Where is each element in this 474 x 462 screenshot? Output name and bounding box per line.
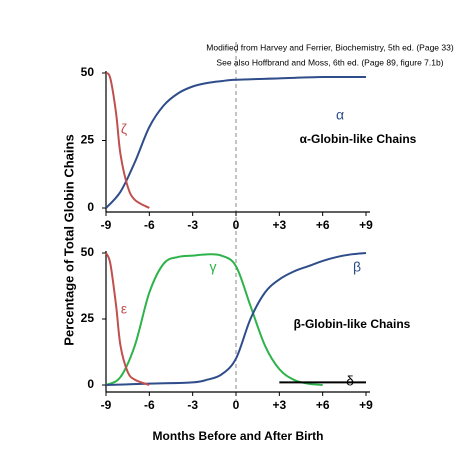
line-series [105,72,150,209]
y-tick-label: 0 [87,377,94,391]
x-tick-label: -9 [101,218,112,232]
line-series [105,75,367,209]
series-label: γ [210,259,217,275]
x-tick-label: -9 [101,398,112,412]
x-tick-label: +9 [359,218,373,232]
x-tick-label: -3 [187,218,198,232]
series-label: α [336,107,344,123]
series-label: ζ [121,121,127,137]
line-series [105,253,323,386]
panel-title: α-Globin-like Chains [300,132,417,146]
y-tick-label: 25 [81,133,95,147]
x-tick-label: -6 [144,398,155,412]
annotation: See also Hoffbrand and Moss, 6th ed. (Pa… [216,57,443,67]
x-tick-label: +9 [359,398,373,412]
y-axis-label: Percentage of Total Globin Chains [61,134,76,345]
x-tick-label: +3 [272,398,286,412]
x-axis-label: Months Before and After Birth [153,429,324,443]
x-tick-label: -3 [187,398,198,412]
panel-title: β-Globin-like Chains [294,317,411,331]
line-series [105,252,150,386]
y-tick-label: 25 [81,311,95,325]
x-tick-label: 0 [233,398,240,412]
series-label: ε [121,301,127,317]
x-tick-label: +6 [316,398,330,412]
series-label: δ [346,373,354,389]
y-tick-label: 50 [81,245,95,259]
x-tick-label: -6 [144,218,155,232]
x-tick-label: 0 [233,218,240,232]
y-tick-label: 0 [87,200,94,214]
y-tick-label: 50 [81,65,95,79]
line-series [105,252,367,386]
x-tick-label: +6 [316,218,330,232]
series-label: β [353,259,361,275]
annotation: Modified from Harvey and Ferrier, Bioche… [206,42,454,52]
x-tick-label: +3 [272,218,286,232]
